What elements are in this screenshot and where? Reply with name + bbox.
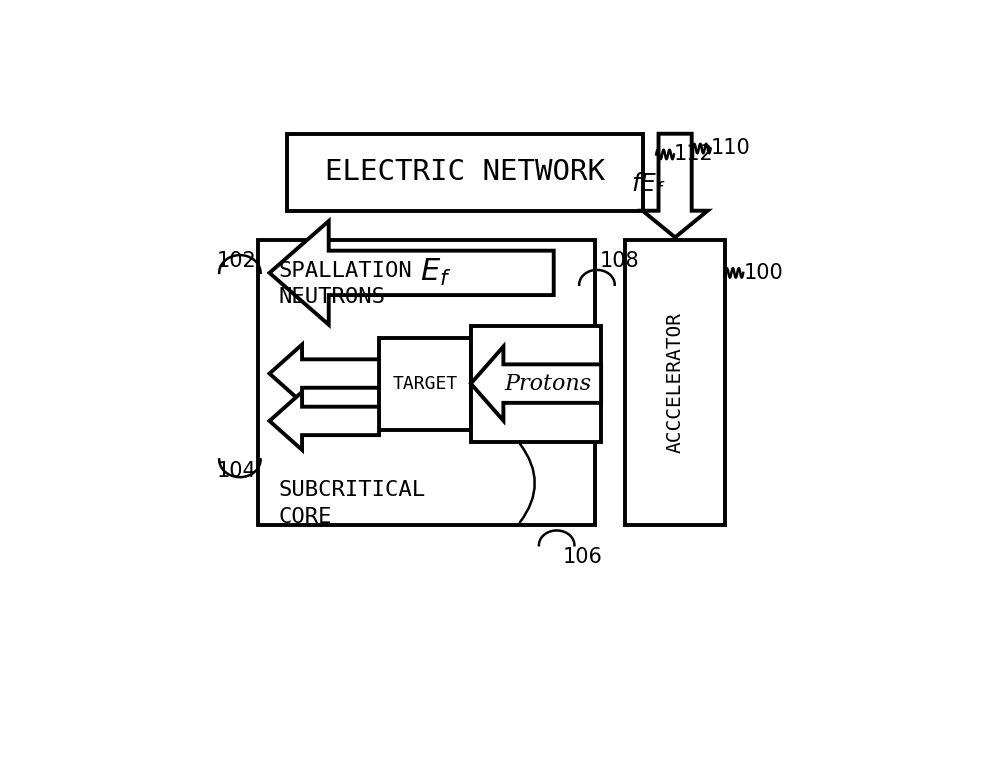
- Polygon shape: [270, 345, 379, 402]
- Text: ACCCELERATOR: ACCCELERATOR: [666, 312, 685, 453]
- Polygon shape: [258, 240, 595, 524]
- Polygon shape: [270, 392, 379, 450]
- Text: SUBCRITICAL
CORE: SUBCRITICAL CORE: [279, 480, 426, 527]
- Polygon shape: [624, 240, 725, 524]
- Text: 100: 100: [743, 263, 782, 283]
- Polygon shape: [270, 221, 553, 325]
- Polygon shape: [471, 326, 601, 441]
- Text: ELECTRIC NETWORK: ELECTRIC NETWORK: [325, 158, 605, 186]
- Text: $fE_f$: $fE_f$: [631, 171, 666, 198]
- Text: 112: 112: [674, 145, 713, 165]
- Text: 104: 104: [216, 461, 256, 481]
- Text: 106: 106: [562, 547, 603, 567]
- Polygon shape: [471, 347, 601, 421]
- Polygon shape: [288, 134, 642, 211]
- Text: Protons: Protons: [504, 373, 592, 395]
- Polygon shape: [642, 134, 707, 238]
- Text: SPALLATION
NEUTRONS: SPALLATION NEUTRONS: [279, 261, 412, 308]
- Text: 110: 110: [710, 138, 750, 158]
- Polygon shape: [379, 338, 471, 430]
- Text: $E_f$: $E_f$: [420, 258, 452, 288]
- Text: 102: 102: [216, 251, 256, 271]
- Text: TARGET: TARGET: [392, 375, 457, 393]
- Text: 108: 108: [600, 251, 639, 271]
